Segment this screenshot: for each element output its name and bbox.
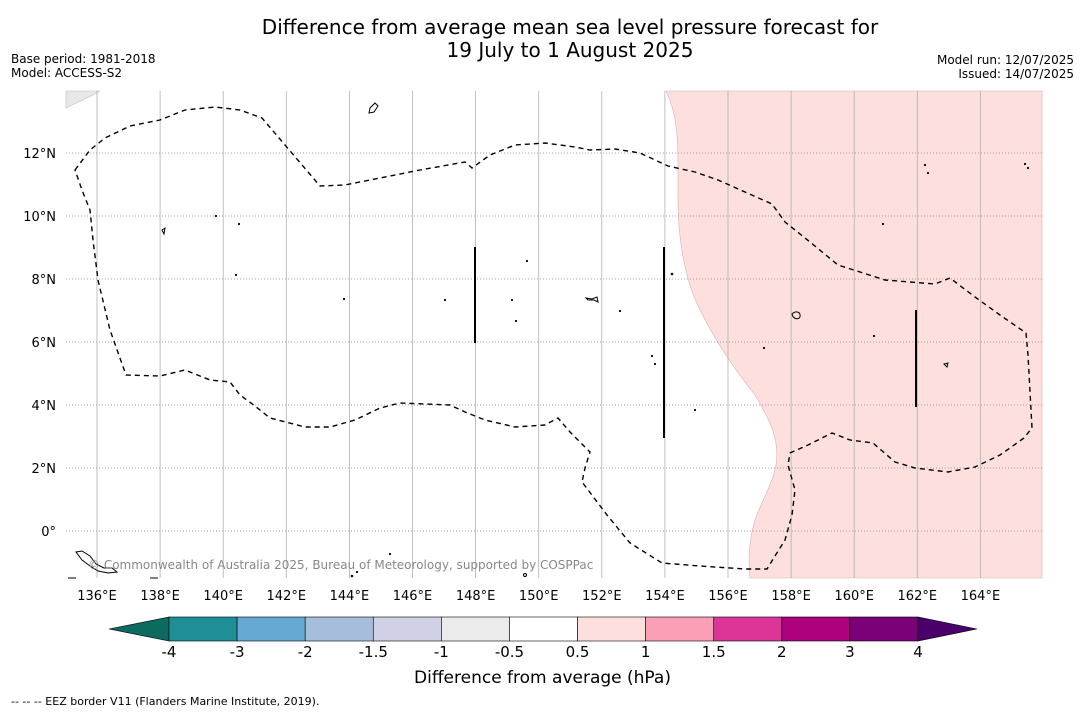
model-name: Model: ACCESS-S2 — [11, 66, 123, 80]
longitude-label: 138°E — [140, 589, 180, 604]
longitude-label: 162°E — [898, 589, 938, 604]
colorbar-tick: 3 — [845, 643, 855, 661]
colorbar-segment — [849, 616, 919, 642]
latitude-label: 4°N — [32, 399, 57, 414]
colorbar-tick: 2 — [777, 643, 787, 661]
colorbar-label: Difference from average (hPa) — [414, 668, 671, 688]
longitude-label: 144°E — [330, 589, 370, 604]
colorbar-segment — [236, 616, 306, 642]
longitude-label: 150°E — [519, 589, 559, 604]
longitude-label: 152°E — [582, 589, 622, 604]
longitude-label: 156°E — [708, 589, 748, 604]
colorbar-segment — [168, 616, 238, 642]
colorbar-tick: 4 — [913, 643, 923, 661]
longitude-label: 154°E — [645, 589, 685, 604]
map-title-line1: Difference from average mean sea level p… — [261, 15, 879, 39]
colorbar-tick: 0.5 — [565, 643, 590, 661]
colorbar-segment — [645, 616, 715, 642]
eez-border — [74, 106, 1033, 570]
colorbar-segment — [509, 616, 578, 642]
map-title-line2: 19 July to 1 August 2025 — [446, 38, 694, 62]
colorbar-segment — [781, 616, 851, 642]
colorbar-segment — [372, 616, 442, 642]
longitude-label: 142°E — [267, 589, 307, 604]
longitude-labels: 136°E 138°E 140°E 142°E 144°E 146°E 148°E 150°E… — [77, 589, 1000, 604]
colorbar-tick: 1 — [640, 643, 651, 661]
longitude-label: 148°E — [456, 589, 496, 604]
latitude-label: 12°N — [23, 147, 56, 162]
base-period: Base period: 1981-2018 — [11, 52, 156, 66]
longitude-label: 140°E — [203, 589, 243, 604]
issued-date: Issued: 14/07/2025 — [958, 67, 1074, 81]
latitude-label: 10°N — [23, 210, 56, 225]
longitude-label: 160°E — [834, 589, 874, 604]
colorbar-under-arrow — [108, 616, 170, 642]
corner-land-polygon — [65, 90, 102, 109]
longitude-label: 146°E — [393, 589, 433, 604]
eez-footnote: -- -- -- EEZ border V11 (Flanders Marine… — [11, 695, 320, 708]
copyright-notice: © Commonwealth of Australia 2025, Bureau… — [88, 558, 594, 572]
colorbar — [108, 616, 978, 642]
colorbar-segment — [441, 616, 510, 642]
longitude-label: 136°E — [77, 589, 117, 604]
latitude-label: 0° — [41, 525, 56, 540]
latitude-label: 2°N — [32, 462, 57, 477]
model-run: Model run: 12/07/2025 — [936, 53, 1074, 67]
meta-right: Model run: 12/07/2025 Issued: 14/07/2025 — [937, 53, 1074, 81]
colorbar-tick: -2 — [297, 643, 313, 661]
colorbar-tick: -4 — [161, 643, 177, 661]
colorbar-tick: -1.5 — [358, 643, 388, 661]
colorbar-tick: -3 — [229, 643, 245, 661]
colorbar-tick: -0.5 — [494, 643, 525, 661]
islands — [68, 102, 1030, 579]
latitude-label: 6°N — [32, 336, 57, 351]
longitude-label: 158°E — [771, 589, 811, 604]
meta-left: Base period: 1981-2018 Model: ACCESS-S2 — [11, 52, 156, 80]
colorbar-segment — [713, 616, 783, 642]
colorbar-tick: -1 — [433, 643, 449, 661]
colorbar-tick: 1.5 — [701, 643, 726, 661]
longitude-label: 164°E — [961, 589, 1001, 604]
colorbar-segment — [577, 616, 646, 642]
latitude-gridlines — [66, 152, 1042, 532]
colorbar-over-arrow — [917, 616, 978, 642]
colorbar-segment — [304, 616, 374, 642]
latitude-labels: 12°N 10°N 8°N 6°N 4°N 2°N 0° — [23, 147, 56, 540]
latitude-label: 8°N — [32, 273, 57, 288]
